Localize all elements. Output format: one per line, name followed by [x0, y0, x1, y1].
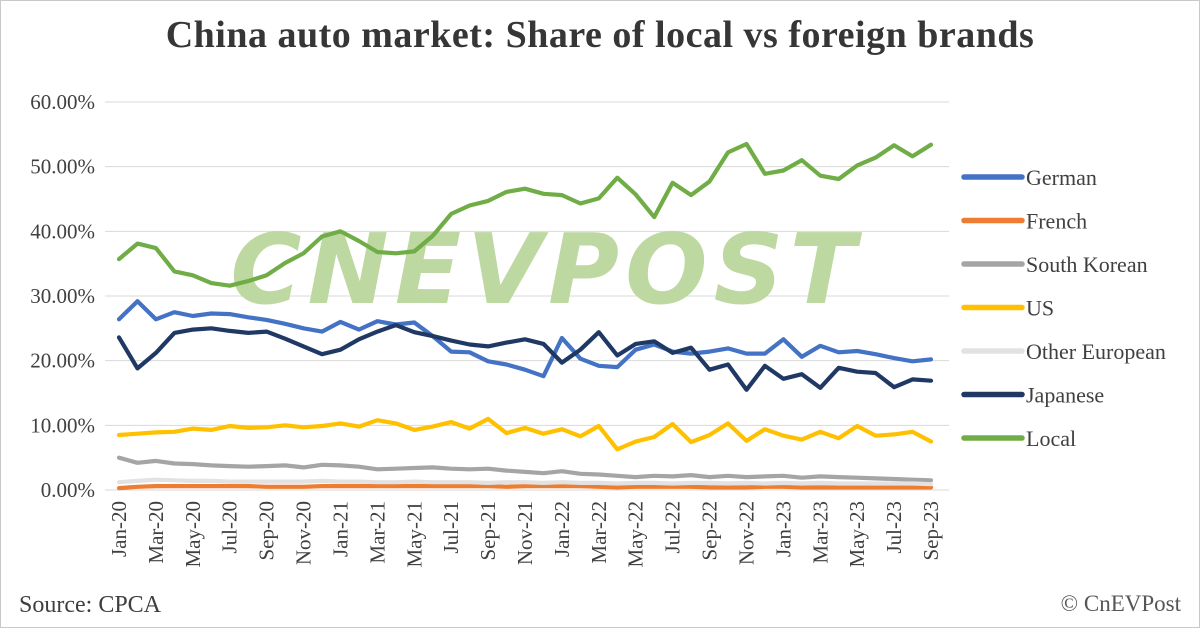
y-axis-tick-label: 0.00% [41, 478, 95, 502]
x-axis-tick-label: Mar-23 [808, 501, 832, 564]
x-axis-tick-label: Sep-20 [255, 501, 279, 561]
series-line-other-european [116, 477, 934, 487]
copyright-label: © CnEVPost [1060, 591, 1181, 616]
series-line-south-korean [116, 455, 934, 483]
series-line-german [116, 299, 934, 379]
x-axis-tick-label: Jan-23 [771, 501, 795, 557]
x-axis-tick-label: Jul-20 [218, 501, 242, 554]
x-axis-tick-label: Jan-20 [107, 501, 131, 557]
y-axis-tick-label: 10.00% [30, 413, 95, 437]
series-line-japanese [116, 323, 934, 392]
x-axis-tick-label: Jul-23 [882, 501, 906, 554]
y-axis-tick-label: 20.00% [30, 349, 95, 373]
x-axis-tick-label: Mar-21 [365, 501, 389, 564]
x-axis-tick-label: May-23 [845, 501, 869, 568]
legend-label-us: US [1026, 296, 1054, 321]
x-axis-tick-label: Jan-21 [328, 501, 352, 557]
legend-label-french: French [1026, 209, 1087, 234]
legend-label-south-korean: South Korean [1026, 252, 1148, 277]
x-axis-tick-label: May-21 [402, 501, 426, 568]
y-axis-tick-label: 50.00% [30, 155, 95, 179]
chart-title: China auto market: Share of local vs for… [165, 14, 1035, 56]
x-axis-tick-label: Sep-21 [476, 501, 500, 560]
legend-label-other-european: Other European [1026, 339, 1166, 364]
source-label: Source: CPCA [19, 592, 162, 618]
y-axis-tick-label: 40.00% [30, 219, 95, 243]
x-axis-tick-label: Nov-20 [292, 501, 316, 565]
legend-label-german: German [1026, 165, 1097, 190]
x-axis-tick-label: Mar-22 [587, 501, 611, 564]
x-axis-tick-label: Sep-23 [919, 501, 943, 561]
watermark-logo: CNEVPOST [230, 213, 862, 326]
series-line-local [116, 141, 934, 288]
x-axis-tick-label: Jul-22 [661, 501, 685, 554]
series-line-us [116, 416, 934, 452]
legend-label-local: Local [1026, 426, 1076, 451]
legend-label-japanese: Japanese [1026, 383, 1104, 408]
x-axis-tick-label: Mar-20 [144, 501, 168, 564]
x-axis-tick-label: Nov-22 [734, 501, 758, 565]
x-axis-tick-label: Jul-21 [439, 501, 463, 554]
x-axis-tick-label: Sep-22 [698, 501, 722, 561]
y-axis-tick-label: 60.00% [30, 90, 95, 114]
x-axis-tick-label: May-22 [624, 501, 648, 568]
y-axis-tick-label: 30.00% [30, 284, 95, 308]
x-axis-tick-label: Jan-22 [550, 501, 574, 557]
series-line-french [116, 484, 934, 491]
x-axis-tick-label: May-20 [181, 501, 205, 568]
x-axis-tick-label: Nov-21 [513, 501, 537, 565]
